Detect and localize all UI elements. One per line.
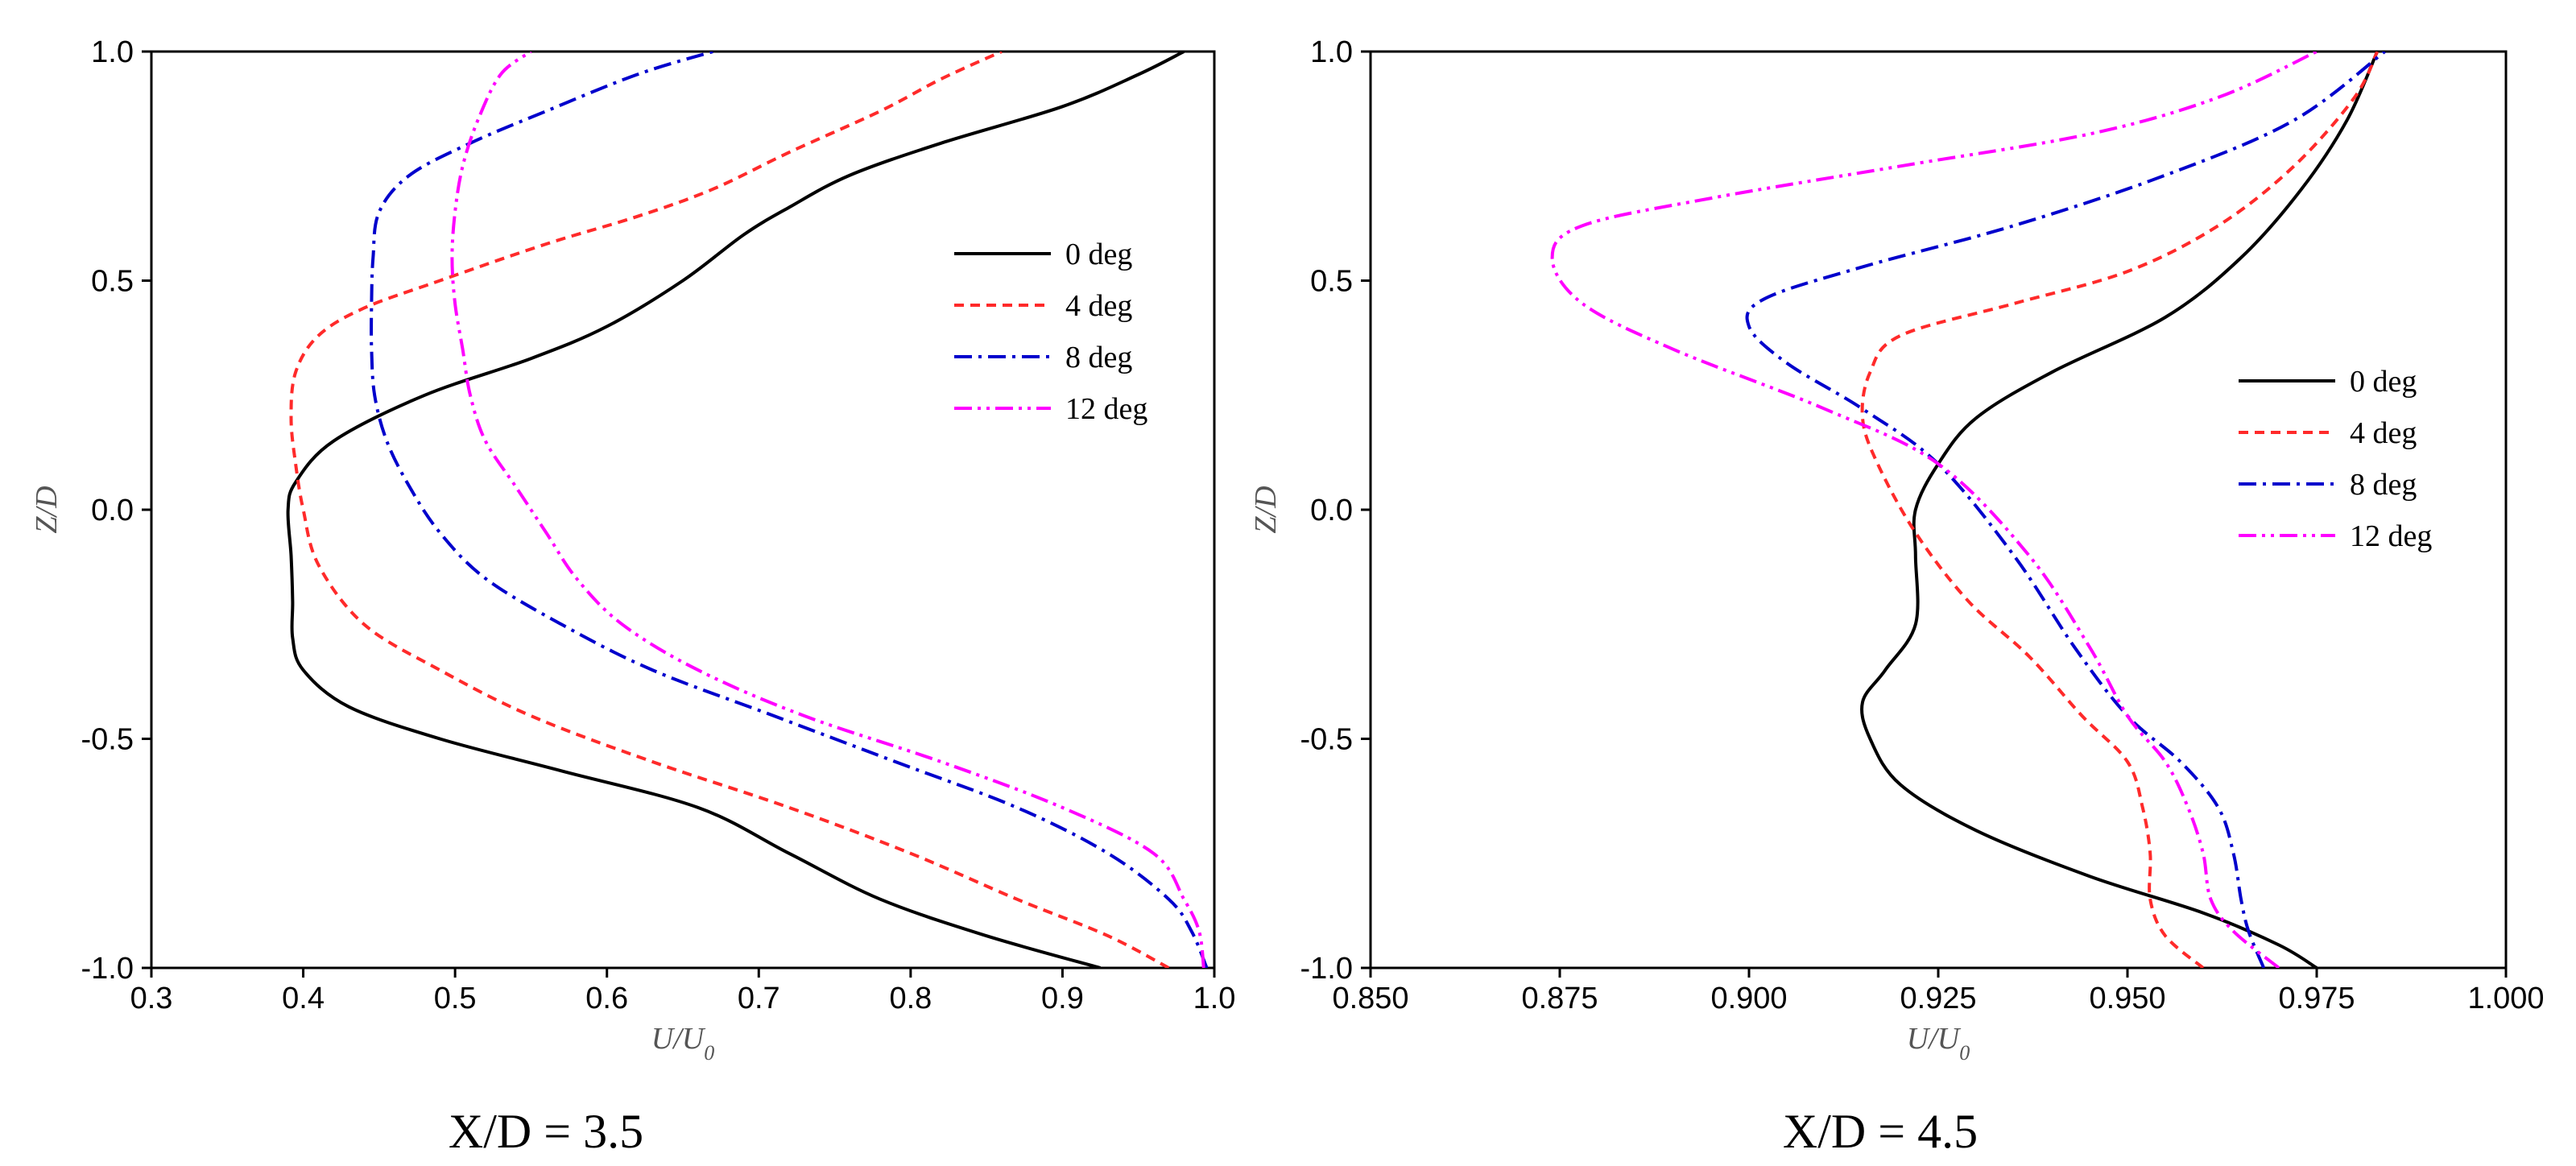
x-tick-label: 0.7 [738,982,780,1015]
legend: 0 deg 4 deg 8 deg 12 deg [2239,365,2432,553]
x-tick-label: 0.900 [1710,982,1787,1015]
series-line-12-deg [1550,52,2318,968]
x-tick-label: 0.9 [1041,982,1084,1015]
y-axis-title: Z/D [1249,486,1283,533]
y-axis-title: Z/D [30,486,64,533]
legend-label: 4 deg [1065,289,1132,323]
series-line-8-deg [1745,52,2386,968]
chart-panel-x-d-3-5: 0.3 0.4 0.5 0.6 0.7 0.8 0.9 1.0 -1.0 -0.5 0.0 0.5 1.… [30,35,1235,1158]
series-line-0-deg [1860,52,2380,968]
plot-frame [150,50,1216,970]
x-tick-label: 1.000 [2467,982,2544,1015]
x-tick-label: 0.850 [1332,982,1408,1015]
x-axis-title: U/U0 [651,1022,714,1065]
legend-label: 0 deg [1065,238,1132,271]
y-tick-label: 1.0 [91,35,134,69]
series-line-8-deg [370,52,1209,968]
legend-label: 12 deg [2350,519,2432,553]
x-axis-title-subscript: 0 [704,1041,714,1065]
y-tick-label: -1.0 [1300,952,1353,986]
legend-label: 12 deg [1065,392,1147,426]
legend-label: 8 deg [1065,341,1132,374]
y-tick-label: 0.0 [1310,494,1353,527]
x-tick-label: 1.0 [1193,982,1236,1015]
series-line-12-deg [450,52,1205,968]
panel-caption: X/D = 4.5 [1783,1105,1978,1158]
chart-panel-x-d-4-5: 0.850 0.875 0.900 0.925 0.950 0.975 1.000 -1.0 -… [1249,35,2545,1158]
x-tick-label: 0.925 [1900,982,1976,1015]
x-axis-title: U/U0 [1907,1022,1970,1065]
y-tick-label: 0.5 [91,265,134,299]
legend-label: 0 deg [2350,365,2417,399]
x-axis-title-subscript: 0 [1959,1041,1970,1065]
panel-caption: X/D = 3.5 [449,1105,643,1158]
x-tick-label: 0.5 [434,982,477,1015]
y-tick-label: -1.0 [81,952,134,986]
x-tick-label: 0.3 [130,982,173,1015]
y-tick-label: 0.0 [91,494,134,527]
series-line-4-deg [289,52,1170,968]
y-tick-label: -0.5 [1300,723,1353,757]
plot-frame [1369,50,2508,970]
legend-label: 4 deg [2350,416,2417,450]
y-tick-label: 1.0 [1310,35,1353,69]
x-tick-label: 0.950 [2089,982,2165,1015]
legend-label: 8 deg [2350,468,2417,502]
x-axis-title-main: U/U [651,1022,706,1056]
x-tick-label: 0.4 [282,982,325,1015]
x-axis-title-main: U/U [1907,1022,1962,1056]
legend: 0 deg 4 deg 8 deg 12 deg [954,238,1147,426]
x-tick-label: 0.8 [889,982,932,1015]
y-tick-label: -0.5 [81,723,134,757]
x-tick-label: 0.975 [2278,982,2355,1015]
series-line-0-deg [286,52,1185,968]
y-tick-label: 0.5 [1310,265,1353,299]
x-tick-label: 0.875 [1521,982,1598,1015]
x-tick-label: 0.6 [585,982,628,1015]
